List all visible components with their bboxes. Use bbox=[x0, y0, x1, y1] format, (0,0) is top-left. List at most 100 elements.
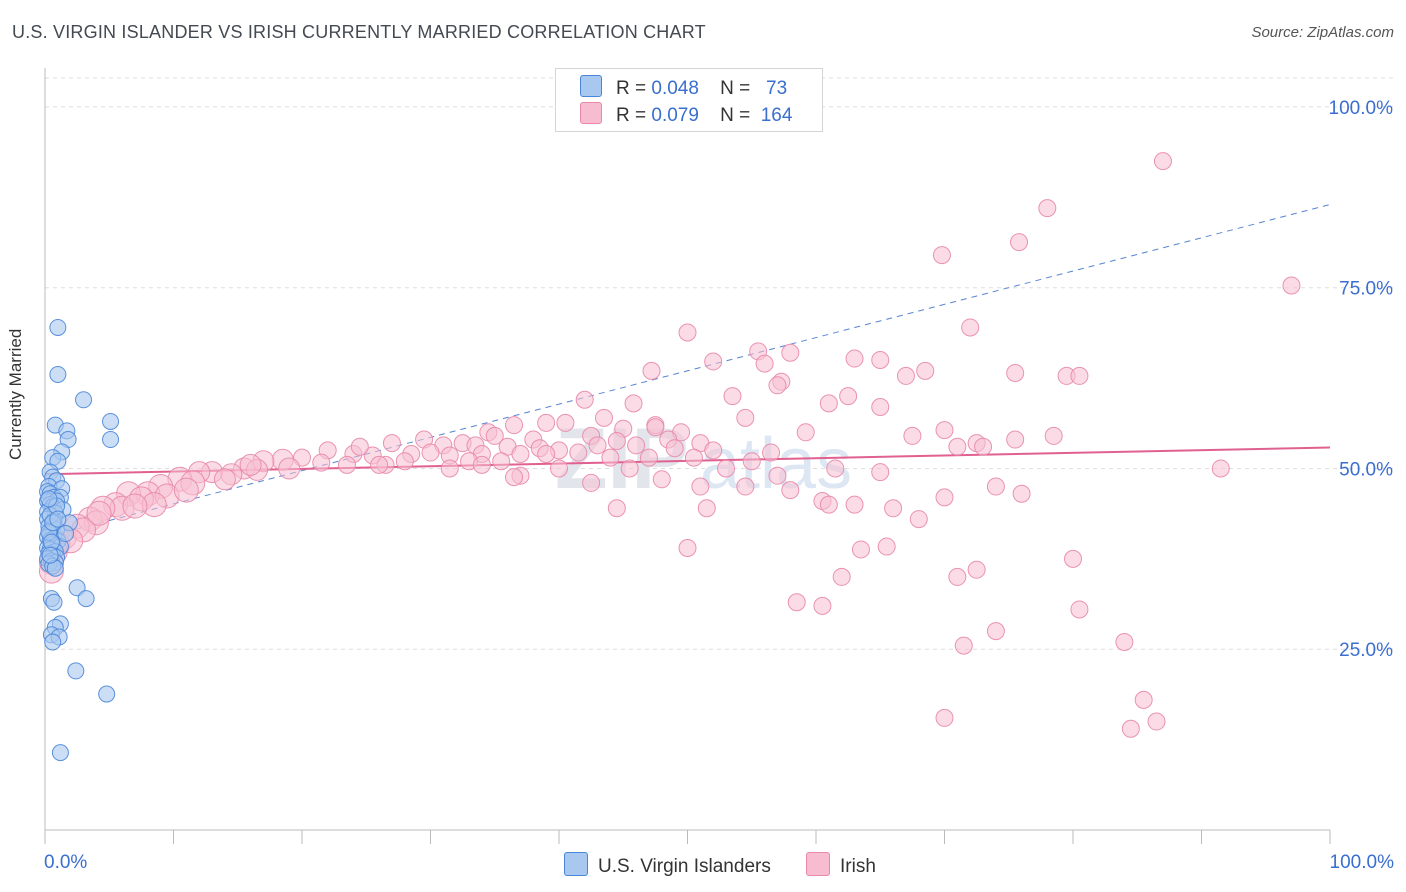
irish-point bbox=[537, 445, 556, 463]
irish-point bbox=[871, 398, 890, 416]
n-value: 164 bbox=[760, 105, 793, 126]
irish-point bbox=[569, 443, 588, 462]
irish-point bbox=[697, 499, 716, 518]
irish-point bbox=[948, 567, 967, 586]
irish-point bbox=[851, 540, 870, 559]
bottom-legend-irish[interactable]: Irish bbox=[806, 852, 876, 878]
irish-point bbox=[173, 477, 199, 503]
irish-point bbox=[796, 423, 815, 442]
irish-point bbox=[884, 499, 903, 518]
irish-point bbox=[819, 394, 838, 413]
irish-point bbox=[86, 500, 112, 526]
irish-point bbox=[1070, 600, 1089, 619]
irish-point bbox=[704, 352, 723, 371]
irish-point bbox=[607, 431, 626, 450]
irish-point bbox=[1010, 233, 1029, 252]
n-value: 73 bbox=[766, 78, 788, 99]
irish-point bbox=[395, 452, 414, 471]
irish-point bbox=[278, 457, 301, 480]
irish-point bbox=[967, 560, 986, 579]
irish-point bbox=[948, 437, 967, 456]
irish-point bbox=[826, 459, 845, 478]
irish-point bbox=[871, 463, 890, 482]
irish-point bbox=[736, 408, 755, 427]
irish-point bbox=[1044, 426, 1063, 445]
irish-point bbox=[594, 408, 613, 427]
irish-point bbox=[505, 416, 524, 435]
legend-row-irish: R = 0.079 N = 164 bbox=[580, 102, 792, 126]
irish-point bbox=[723, 387, 742, 406]
virgin-islander-point bbox=[98, 685, 116, 703]
irish-point bbox=[787, 593, 806, 612]
irish-point bbox=[620, 459, 639, 478]
irish-point bbox=[601, 448, 620, 467]
legend-swatch-pink bbox=[580, 102, 602, 124]
virgin-islander-point bbox=[49, 318, 67, 336]
irish-point bbox=[935, 421, 954, 440]
virgin-islander-point bbox=[57, 525, 75, 543]
trend-line-virgin-islanders bbox=[44, 204, 1331, 538]
virgin-islander-points bbox=[39, 318, 120, 762]
irish-point bbox=[627, 436, 646, 455]
virgin-islander-point bbox=[77, 590, 95, 608]
irish-point bbox=[813, 596, 832, 615]
irish-point bbox=[704, 441, 723, 460]
irish-point bbox=[1006, 364, 1025, 383]
legend-label: U.S. Virgin Islanders bbox=[598, 856, 771, 877]
irish-point bbox=[871, 351, 890, 369]
source-label: Source: ZipAtlas.com bbox=[1251, 24, 1394, 41]
irish-point bbox=[382, 434, 401, 453]
irish-point bbox=[1064, 549, 1082, 568]
irish-point bbox=[511, 445, 530, 463]
irish-point bbox=[607, 499, 626, 518]
irish-point bbox=[845, 495, 864, 514]
virgin-islander-point bbox=[49, 510, 67, 528]
irish-point bbox=[839, 387, 858, 406]
irish-point bbox=[678, 539, 697, 557]
y-tick-label: 75.0% bbox=[1339, 279, 1393, 300]
irish-point bbox=[877, 537, 896, 556]
irish-point bbox=[505, 468, 524, 487]
chart-title: U.S. VIRGIN ISLANDER VS IRISH CURRENTLY … bbox=[12, 22, 706, 42]
virgin-islander-point bbox=[51, 744, 69, 762]
irish-point bbox=[935, 708, 954, 727]
bottom-legend-virgin-islanders[interactable]: U.S. Virgin Islanders bbox=[564, 852, 771, 878]
legend-label: Irish bbox=[840, 856, 876, 877]
irish-point bbox=[1121, 719, 1140, 738]
irish-point bbox=[485, 426, 504, 445]
irish-point bbox=[642, 361, 661, 380]
y-tick-label: 50.0% bbox=[1339, 459, 1393, 480]
irish-point bbox=[742, 452, 761, 471]
irish-points bbox=[38, 152, 1301, 738]
irish-point bbox=[370, 455, 389, 474]
irish-point bbox=[768, 466, 787, 485]
virgin-islander-point bbox=[102, 431, 120, 449]
irish-point bbox=[909, 510, 928, 529]
irish-point bbox=[537, 413, 556, 432]
irish-point bbox=[421, 443, 440, 462]
irish-point bbox=[492, 452, 511, 471]
irish-point bbox=[762, 443, 781, 462]
y-tick-label: 100.0% bbox=[1329, 98, 1394, 119]
irish-point bbox=[312, 453, 331, 472]
x-tick-max: 100.0% bbox=[1329, 852, 1394, 873]
n-label: N = bbox=[720, 105, 751, 126]
irish-point bbox=[935, 488, 954, 507]
irish-point bbox=[974, 437, 993, 456]
irish-point bbox=[1211, 459, 1230, 478]
irish-point bbox=[122, 493, 148, 519]
virgin-islander-point bbox=[102, 412, 120, 430]
irish-point bbox=[932, 246, 951, 265]
y-tick-label: 25.0% bbox=[1339, 640, 1393, 661]
irish-point bbox=[845, 349, 864, 368]
irish-point bbox=[213, 468, 236, 491]
r-label: R = bbox=[616, 105, 647, 126]
irish-point bbox=[472, 455, 491, 474]
irish-point bbox=[1038, 199, 1057, 218]
legend-swatch-pink bbox=[806, 852, 830, 876]
irish-point bbox=[350, 437, 369, 456]
irish-point bbox=[736, 477, 755, 496]
irish-point bbox=[986, 477, 1005, 496]
irish-point bbox=[1153, 152, 1172, 171]
irish-point bbox=[678, 323, 697, 342]
